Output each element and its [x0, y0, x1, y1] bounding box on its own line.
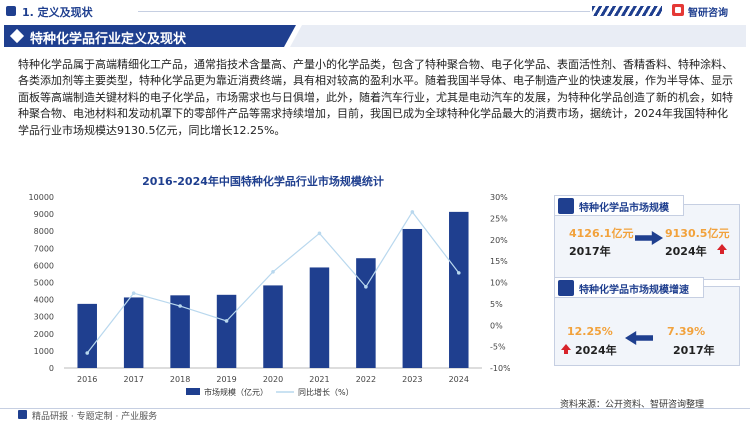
panel-title: 特种化学品市场规模: [579, 203, 669, 214]
growth-point-2024: [456, 271, 461, 275]
bar-2024: [449, 211, 469, 368]
x-tick-label: 2017: [123, 375, 143, 384]
arrow-left-icon: [625, 331, 653, 345]
bar-2018: [170, 295, 190, 368]
banner-background: [290, 25, 746, 47]
bar-2017: [123, 297, 144, 368]
y-left-tick-label: 2000: [34, 330, 54, 339]
x-tick-label: 2018: [170, 375, 190, 384]
growth-point-2020: [271, 270, 275, 274]
growth-rate-panel: 特种化学品市场规模增速 12.25% 2024年 7.39% 2017年: [554, 277, 740, 366]
x-tick-label: 2019: [216, 375, 236, 384]
logo-icon: [672, 4, 684, 16]
y-right-tick-label: 25%: [490, 214, 508, 223]
growth-point-2023: [410, 210, 415, 214]
arrow-right-icon: [635, 231, 663, 245]
decorative-stripes: [592, 6, 662, 16]
title-banner: 特种化学品行业定义及现状: [4, 25, 746, 47]
top-bar: 1. 定义及现状 智研咨询: [0, 0, 750, 22]
to-year: 2024年: [665, 245, 707, 258]
bar-2020: [263, 285, 283, 368]
y-left-tick-label: 1000: [34, 347, 54, 356]
top-divider: [138, 11, 590, 12]
intro-paragraph: 特种化学品属于高端精细化工产品，通常指技术含量高、产量小的化学品类，包含了特种聚…: [18, 58, 733, 137]
market-size-chart: 0 1000 2000 3000 4000 5000 6000 7000 8000 9000 100…: [29, 193, 510, 397]
panel-header: 特种化学品市场规模: [554, 195, 684, 216]
logo-text: 智研咨询: [688, 8, 728, 19]
bar-2016: [77, 303, 97, 368]
x-tick-label: 2022: [356, 375, 376, 384]
x-tick-label: 2023: [402, 375, 422, 384]
source-note: 资料来源：公开资料、智研咨询整理: [560, 400, 705, 410]
y-left-tick-label: 7000: [34, 244, 54, 253]
to-value: 9130.5亿元: [665, 227, 730, 240]
y-left-tick-label: 6000: [34, 261, 54, 270]
page-title: 特种化学品行业定义及现状: [30, 32, 187, 47]
y-right-tick-label: 5%: [490, 300, 503, 309]
y-left-tick-label: 8000: [34, 227, 54, 236]
x-tick-label: 2020: [263, 375, 283, 384]
section-icon: [6, 6, 16, 16]
y-right-tick-label: 20%: [490, 236, 508, 245]
y-right-tick-label: 0%: [490, 321, 503, 330]
footer-icon: [18, 410, 27, 419]
chart-title: 2016-2024年中国特种化学品行业市场规模统计: [142, 175, 384, 188]
market-size-panel: 特种化学品市场规模 4126.1亿元 2017年 9130.5亿元 2024年: [554, 195, 740, 280]
x-tick-label: 2024: [449, 375, 469, 384]
up-arrow-icon: [561, 344, 571, 354]
y-left-tick-label: 3000: [34, 313, 54, 322]
y-left-tick-label: 5000: [34, 279, 54, 288]
from-value: 4126.1亿元: [569, 227, 634, 240]
y-right-tick-label: 15%: [490, 257, 508, 266]
banner-main: [4, 25, 296, 47]
up-arrow-icon: [717, 244, 727, 254]
y-left-tick-label: 0: [49, 364, 54, 373]
footer-text: 精品研报 · 专题定制 · 产业服务: [32, 412, 158, 421]
from-year: 2017年: [569, 245, 611, 258]
bar-2021: [309, 267, 330, 368]
y-right-tick-label: -10%: [490, 364, 510, 373]
x-tick-label: 2016: [77, 375, 97, 384]
left-value: 12.25%: [567, 325, 613, 338]
growth-point-2017: [131, 291, 136, 295]
y-left-tick-label: 10000: [29, 193, 54, 202]
growth-point-2022: [364, 284, 368, 289]
growth-point-2018: [178, 304, 182, 308]
growth-point-2019: [224, 319, 229, 323]
panel-title: 特种化学品市场规模增速: [579, 285, 689, 296]
growth-point-2021: [317, 231, 322, 236]
y-right-tick-label: 10%: [490, 279, 508, 288]
bar-2023: [402, 228, 423, 368]
legend-bar-label: 市场规模（亿元）: [204, 387, 268, 397]
bar-2022: [356, 258, 376, 368]
bar-2019: [216, 294, 237, 368]
right-year: 2017年: [673, 344, 715, 357]
bar-chart-icon: [558, 280, 574, 296]
x-tick-label: 2021: [309, 375, 329, 384]
y-right-tick-label: 30%: [490, 193, 508, 202]
right-value: 7.39%: [667, 325, 706, 338]
legend-bar-swatch: [186, 388, 200, 395]
panel-header: 特种化学品市场规模增速: [554, 277, 704, 298]
y-right-tick-label: -5%: [490, 343, 506, 352]
legend-line-label: 同比增长（%）: [298, 387, 354, 397]
y-left-tick-label: 9000: [34, 210, 54, 219]
left-year: 2024年: [575, 344, 617, 357]
growth-point-2016: [85, 351, 90, 355]
section-title: 1. 定义及现状: [22, 6, 93, 19]
y-left-tick-label: 4000: [34, 296, 54, 305]
document-icon: [558, 198, 574, 214]
footer-divider: [0, 408, 750, 409]
